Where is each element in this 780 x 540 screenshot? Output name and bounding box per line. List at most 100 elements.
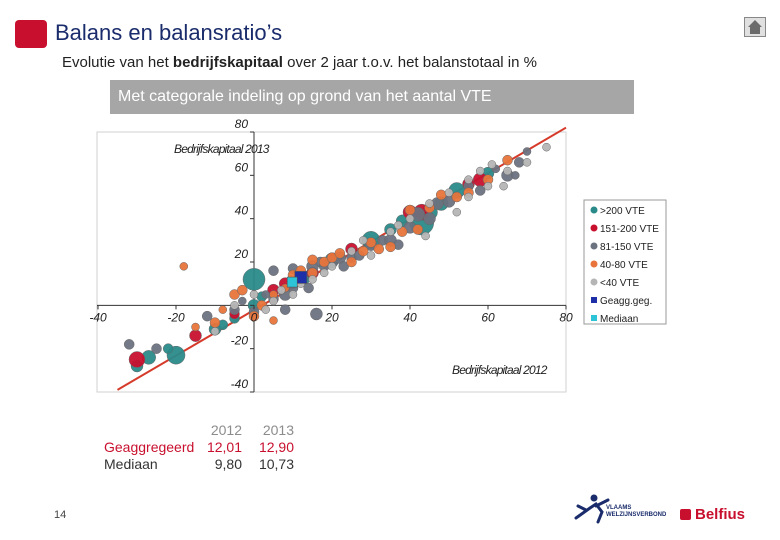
data-point — [319, 268, 329, 278]
data-point — [308, 275, 317, 284]
legend-marker — [590, 242, 598, 250]
data-point — [499, 181, 508, 191]
legend-marker — [590, 206, 598, 214]
subtitle-suffix: over 2 jaar t.o.v. het balanstotaal in % — [282, 54, 537, 71]
data-point — [347, 246, 356, 256]
summary-header-2013: 2013 — [262, 422, 294, 438]
x-tick-label: 60 — [481, 310, 495, 324]
data-point — [151, 343, 162, 354]
data-point — [128, 351, 146, 368]
series-6 — [286, 276, 298, 288]
data-point — [249, 290, 259, 299]
data-point — [386, 227, 395, 236]
legend-marker — [590, 278, 598, 286]
x-tick-label: 80 — [559, 310, 573, 324]
data-point — [503, 166, 512, 176]
data-point — [201, 310, 213, 322]
data-point — [261, 305, 270, 314]
x-tick-label: 20 — [324, 310, 339, 324]
chart-xlabel: Bedrijfskapitaal 2012 — [452, 363, 548, 377]
legend-marker — [591, 297, 597, 303]
data-point — [210, 327, 220, 336]
data-point — [522, 158, 532, 167]
data-point — [451, 191, 463, 203]
data-point — [421, 231, 430, 241]
legend-label: 151-200 VTE — [600, 224, 659, 235]
x-tick-label: 40 — [403, 310, 417, 324]
data-point — [474, 185, 486, 196]
data-point — [334, 248, 346, 259]
y-tick-label: 80 — [235, 117, 249, 131]
summary-agg-2012: 12,01 — [206, 439, 242, 455]
data-point — [435, 189, 447, 201]
summary-med-2013: 10,73 — [258, 456, 294, 472]
summary-agg-2013: 12,90 — [258, 439, 294, 455]
chart-title: Bedrijfskapitaal 2013 — [174, 142, 270, 156]
data-point — [237, 284, 248, 296]
data-point — [189, 329, 202, 342]
belfius-logo: Belfius — [680, 506, 745, 523]
page-number: 14 — [54, 509, 67, 521]
data-point — [277, 285, 286, 295]
y-tick-label: -20 — [231, 334, 249, 348]
category-note: Met categorale indeling op grond van het… — [110, 80, 634, 114]
data-point — [425, 199, 434, 208]
legend-marker — [590, 224, 598, 232]
series-4 — [210, 142, 551, 336]
y-tick-label: -40 — [231, 377, 249, 391]
data-point — [269, 316, 278, 325]
data-point — [513, 157, 525, 168]
legend-marker — [591, 315, 597, 321]
data-point — [357, 245, 369, 257]
legend-marker — [590, 260, 598, 268]
data-point — [385, 241, 396, 253]
legend-label: Mediaan — [600, 314, 638, 325]
belfius-brand-text: Belfius — [695, 506, 746, 523]
data-point — [279, 304, 291, 315]
belfius-mark-icon — [680, 509, 691, 520]
summary-label-median: Mediaan — [104, 456, 158, 472]
data-point — [373, 243, 385, 255]
data-point — [487, 160, 497, 169]
summary-med-2012: 9,80 — [214, 456, 242, 472]
data-point — [502, 154, 513, 166]
page-title: Balans en balansratio’s — [55, 20, 283, 45]
data-point — [511, 171, 520, 180]
data-point — [303, 282, 314, 294]
data-point — [366, 251, 376, 260]
data-point — [404, 204, 416, 216]
data-point — [327, 262, 337, 271]
chart-legend: >200 VTE 151-200 VTE 81-150 VTE 40-80 VTE <4… — [583, 199, 667, 325]
x-tick-label: -40 — [89, 310, 107, 324]
partner-logo-line-2: WELZIJNSVERBOND — [606, 512, 667, 518]
legend-label: Geagg.geg. — [600, 296, 652, 307]
data-point — [423, 212, 436, 225]
home-icon — [748, 20, 762, 34]
legend-label: <40 VTE — [600, 278, 640, 289]
data-point — [394, 220, 403, 230]
series-3 — [179, 154, 513, 332]
data-point — [412, 224, 424, 235]
summary-label-aggregated: Geaggregeerd — [104, 439, 195, 455]
data-point — [464, 192, 473, 202]
home-button[interactable] — [744, 17, 766, 37]
data-point — [238, 296, 247, 306]
data-point — [218, 305, 228, 314]
data-point — [542, 142, 551, 152]
data-point — [358, 236, 368, 245]
data-point — [307, 254, 318, 266]
subtitle-bold: bedrijfskapitaal — [172, 54, 283, 71]
data-point — [452, 207, 462, 217]
data-point — [209, 317, 221, 328]
data-point — [268, 265, 279, 276]
subtitle-prefix: Evolutie van het — [62, 54, 173, 71]
data-point — [123, 339, 135, 350]
data-point — [522, 147, 532, 156]
data-point — [286, 276, 298, 288]
y-tick-label: 20 — [234, 247, 249, 261]
data-point — [475, 166, 485, 176]
data-point — [230, 301, 239, 310]
x-tick-label: -20 — [167, 310, 185, 324]
data-point — [346, 256, 357, 268]
